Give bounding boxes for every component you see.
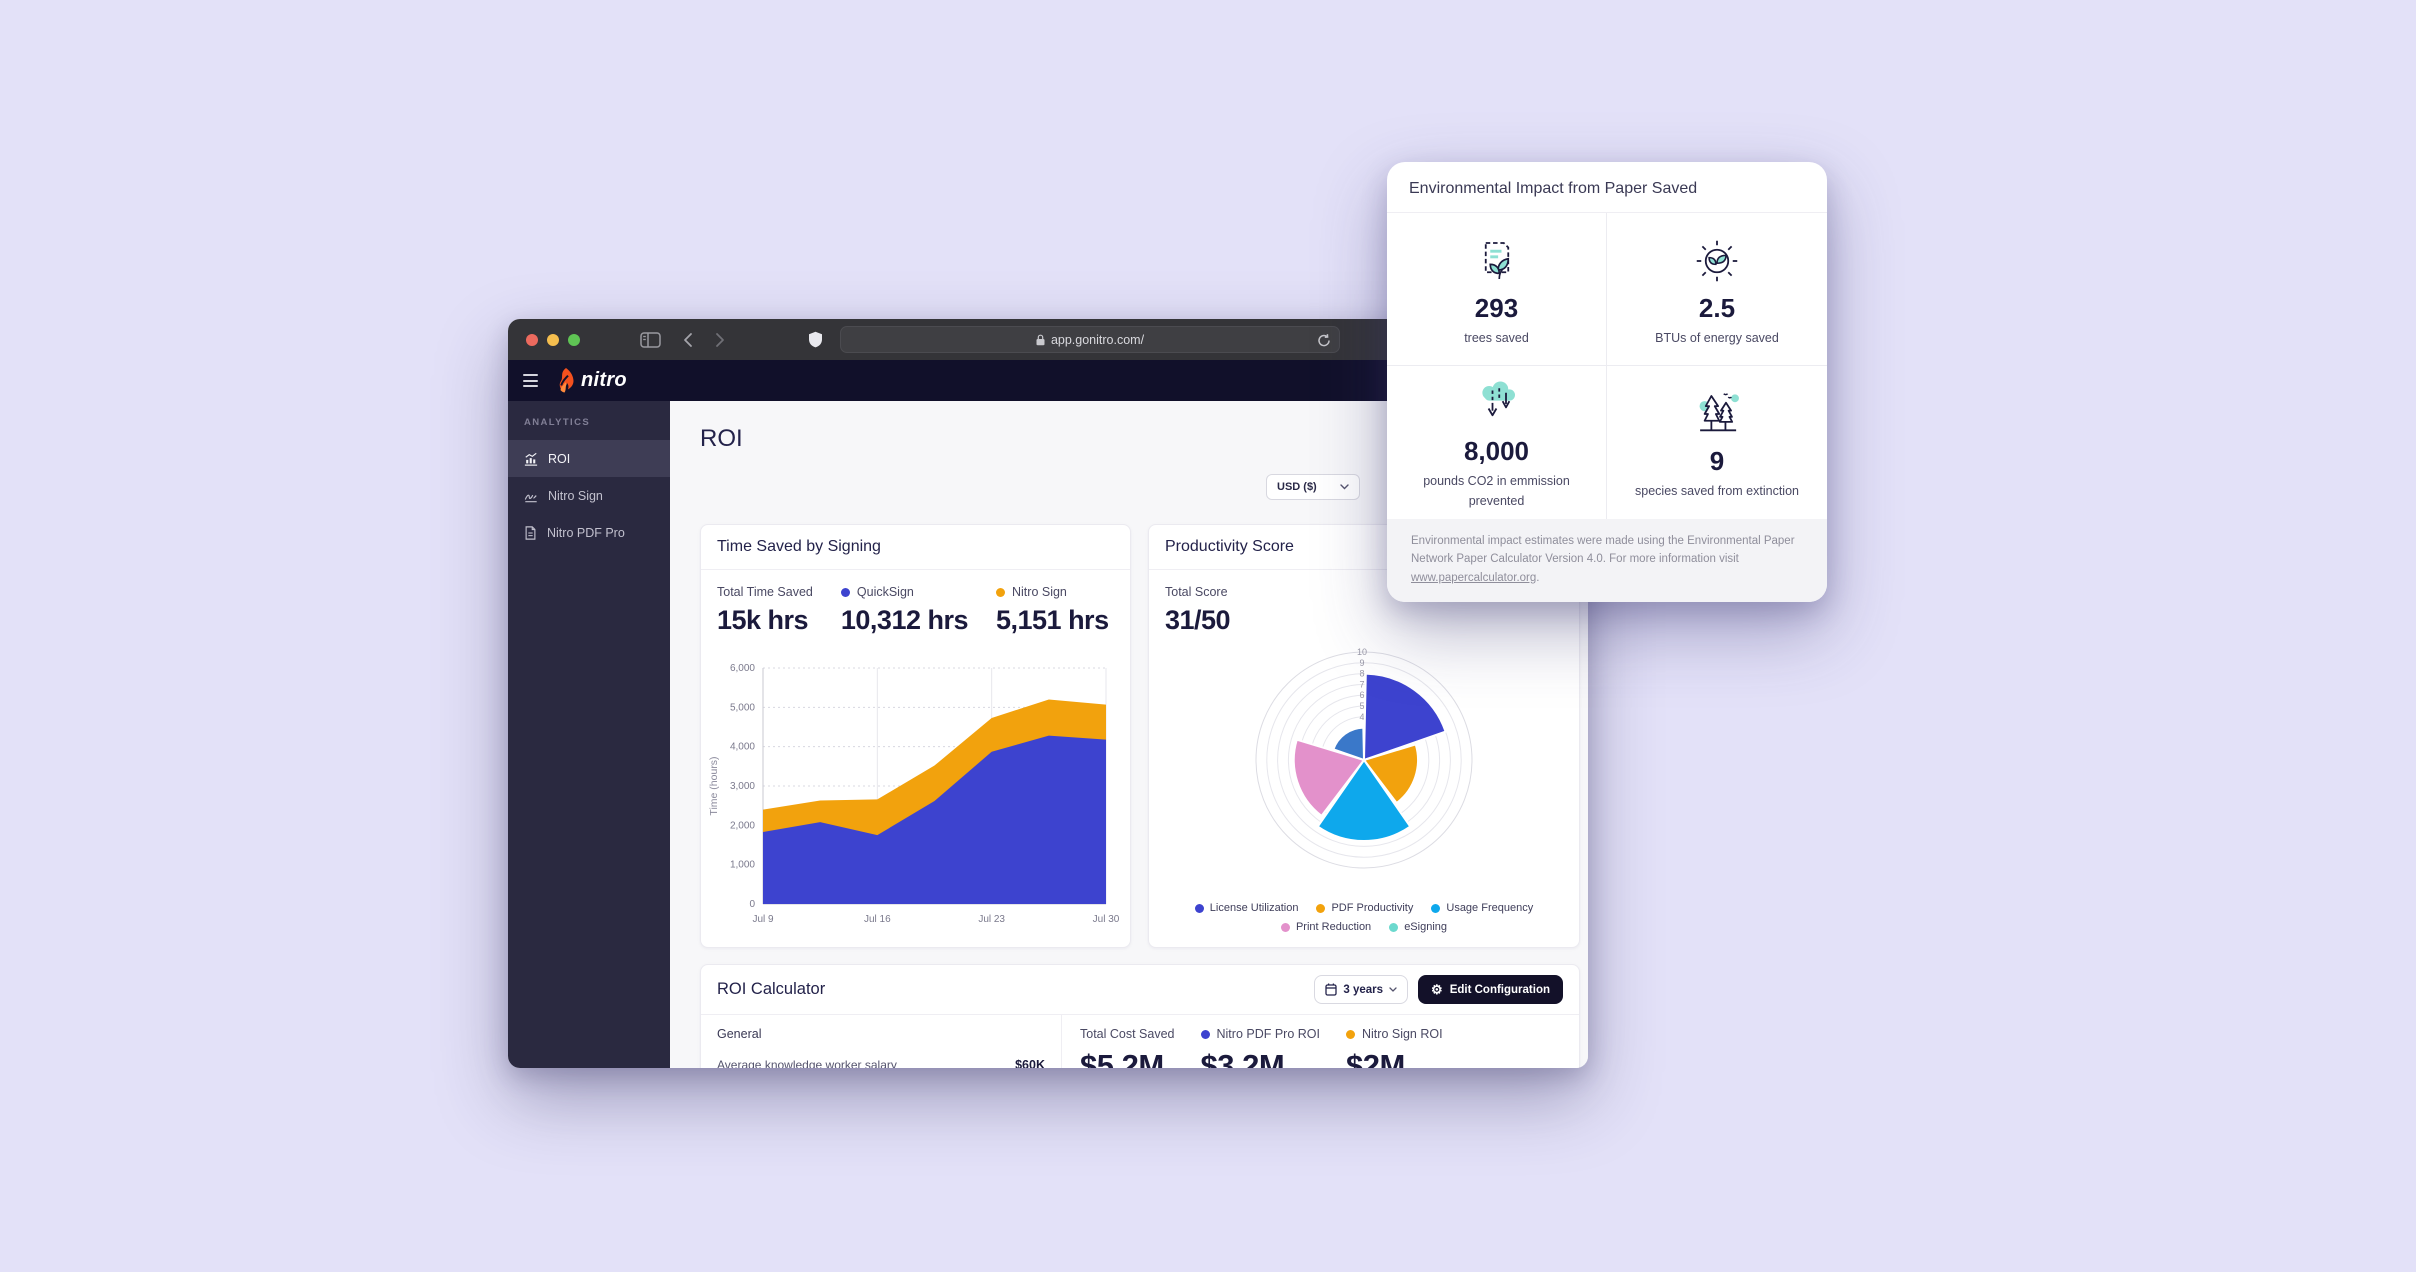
sidebar: ANALYTICS ROI Nitro Sign <box>508 401 670 1068</box>
brand-name: nitro <box>581 369 627 391</box>
time-saved-card: Time Saved by Signing Total Time Saved 1… <box>700 524 1131 948</box>
window-controls <box>526 333 580 346</box>
result-nitro-sign-roi: Nitro Sign ROI $2M <box>1346 1027 1443 1068</box>
environmental-footnote: Environmental impact estimates were made… <box>1387 518 1827 602</box>
chart-icon <box>524 452 538 466</box>
result-pdf-pro-roi: Nitro PDF Pro ROI $3.2M <box>1200 1027 1320 1068</box>
signature-icon <box>524 494 537 502</box>
back-icon[interactable] <box>683 332 693 348</box>
legend-item: PDF Productivity <box>1316 902 1413 914</box>
legend-item: Usage Frequency <box>1431 902 1533 914</box>
svg-text:2,000: 2,000 <box>730 820 755 831</box>
quicksign-dot <box>840 587 850 597</box>
stat-total-score: Total Score 31/50 <box>1165 585 1231 635</box>
svg-text:Time (hours): Time (hours) <box>708 756 720 815</box>
time-saved-area-chart: 0 1,000 2,000 3,000 4,000 5,000 6,000 Jul 9 Jul … <box>708 663 1120 925</box>
legend-item: Print Reduction <box>1280 921 1371 933</box>
sidebar-toggle-icon[interactable] <box>640 331 661 348</box>
sidebar-item-nitro-pdf-pro[interactable]: Nitro PDF Pro <box>508 514 670 551</box>
gear-icon: ⚙ <box>1431 982 1443 997</box>
svg-text:1,000: 1,000 <box>730 860 755 871</box>
roi-calculator-card: ROI Calculator 3 years <box>700 964 1580 1068</box>
legend-item: License Utilization <box>1194 902 1298 914</box>
svg-text:4,000: 4,000 <box>730 742 755 753</box>
papercalculator-link[interactable]: www.papercalculator.org <box>1411 571 1537 584</box>
svg-text:6,000: 6,000 <box>730 663 755 674</box>
calculator-results: Total Cost Saved $5.2M Nitro PDF Pro ROI… <box>1062 1015 1579 1068</box>
stat-quicksign: QuickSign 10,312 hrs <box>840 585 969 635</box>
svg-text:Jul 30: Jul 30 <box>1093 914 1120 925</box>
svg-text:5: 5 <box>1359 701 1364 711</box>
metric-energy-saved: 2.5 BTUs of energy saved <box>1607 213 1827 366</box>
chevron-down-icon <box>1340 484 1349 490</box>
calculator-row: Average knowledge worker salary $60K <box>717 1058 1045 1068</box>
calculator-general-section: General Average knowledge worker salary … <box>701 1015 1062 1068</box>
paper-leaves-icon <box>1484 241 1509 279</box>
metric-species-saved: 9 species saved from extinction <box>1607 366 1827 519</box>
privacy-shield-icon[interactable] <box>808 331 823 348</box>
svg-text:Jul 16: Jul 16 <box>864 914 891 925</box>
chart-legend: License Utilization PDF Productivity Usa… <box>1149 902 1579 933</box>
svg-text:0: 0 <box>749 899 755 910</box>
metric-trees-saved: 293 trees saved <box>1387 213 1607 366</box>
general-heading: General <box>717 1027 762 1041</box>
main-content: ROI USD ($) Time Saved by Signing Total … <box>670 401 1588 1068</box>
svg-text:6: 6 <box>1359 690 1364 700</box>
svg-text:4: 4 <box>1359 712 1364 722</box>
svg-text:7: 7 <box>1359 679 1364 689</box>
forest-species-icon <box>1699 393 1739 432</box>
currency-value: USD ($) <box>1277 481 1317 493</box>
currency-selector[interactable]: USD ($) <box>1266 474 1360 500</box>
nitro-logo[interactable]: nitro <box>555 368 627 393</box>
zoom-window-button[interactable] <box>568 333 580 346</box>
menu-icon[interactable] <box>523 374 538 387</box>
card-title: Time Saved by Signing <box>701 525 1130 570</box>
period-value: 3 years <box>1343 983 1384 996</box>
svg-text:Jul 23: Jul 23 <box>978 914 1005 925</box>
metric-co2-prevented: 8,000 pounds CO2 in emmission prevented <box>1387 365 1607 519</box>
sidebar-item-label: Nitro Sign <box>548 488 603 503</box>
energy-bulb-icon <box>1696 240 1738 282</box>
svg-text:3,000: 3,000 <box>730 781 755 792</box>
sidebar-section-label: ANALYTICS <box>524 417 591 428</box>
sidebar-item-label: ROI <box>548 451 571 466</box>
reload-icon[interactable] <box>1317 333 1331 348</box>
edit-configuration-button[interactable]: ⚙ Edit Configuration <box>1418 975 1563 1004</box>
edit-configuration-label: Edit Configuration <box>1449 983 1550 996</box>
minimize-window-button[interactable] <box>547 333 559 346</box>
svg-text:8: 8 <box>1359 669 1364 679</box>
co2-cloud-arrows-icon <box>1481 381 1515 417</box>
environmental-impact-card: Environmental Impact from Paper Saved 29… <box>1387 162 1827 602</box>
sidebar-item-label: Nitro PDF Pro <box>547 525 625 540</box>
svg-text:9: 9 <box>1359 658 1364 668</box>
svg-text:10: 10 <box>1357 647 1367 657</box>
nitro-flame-icon <box>559 368 574 393</box>
url-text: app.gonitro.com/ <box>1050 332 1145 347</box>
forward-icon[interactable] <box>715 332 725 348</box>
page-title: ROI <box>700 425 743 452</box>
document-icon <box>525 525 536 540</box>
sidebar-item-roi[interactable]: ROI <box>508 440 670 477</box>
svg-text:Jul 9: Jul 9 <box>752 914 774 925</box>
calendar-icon <box>1325 983 1338 996</box>
nitro-sign-dot <box>996 587 1005 597</box>
stat-total-time-saved: Total Time Saved 15k hrs <box>717 585 813 635</box>
result-total-cost-saved: Total Cost Saved $5.2M <box>1080 1027 1175 1068</box>
sidebar-item-nitro-sign[interactable]: Nitro Sign <box>508 477 670 514</box>
close-window-button[interactable] <box>526 333 538 346</box>
svg-text:5,000: 5,000 <box>730 702 755 713</box>
chevron-down-icon <box>1389 987 1397 992</box>
environmental-card-title: Environmental Impact from Paper Saved <box>1387 162 1827 213</box>
card-title: Productivity Score <box>1149 525 1579 570</box>
legend-item: eSigning <box>1389 921 1447 933</box>
stat-nitro-sign: Nitro Sign 5,151 hrs <box>996 585 1109 635</box>
address-bar[interactable]: app.gonitro.com/ <box>840 326 1340 353</box>
period-selector[interactable]: 3 years <box>1314 975 1409 1004</box>
lock-icon <box>1036 334 1045 345</box>
roi-calculator-title: ROI Calculator <box>717 980 826 998</box>
